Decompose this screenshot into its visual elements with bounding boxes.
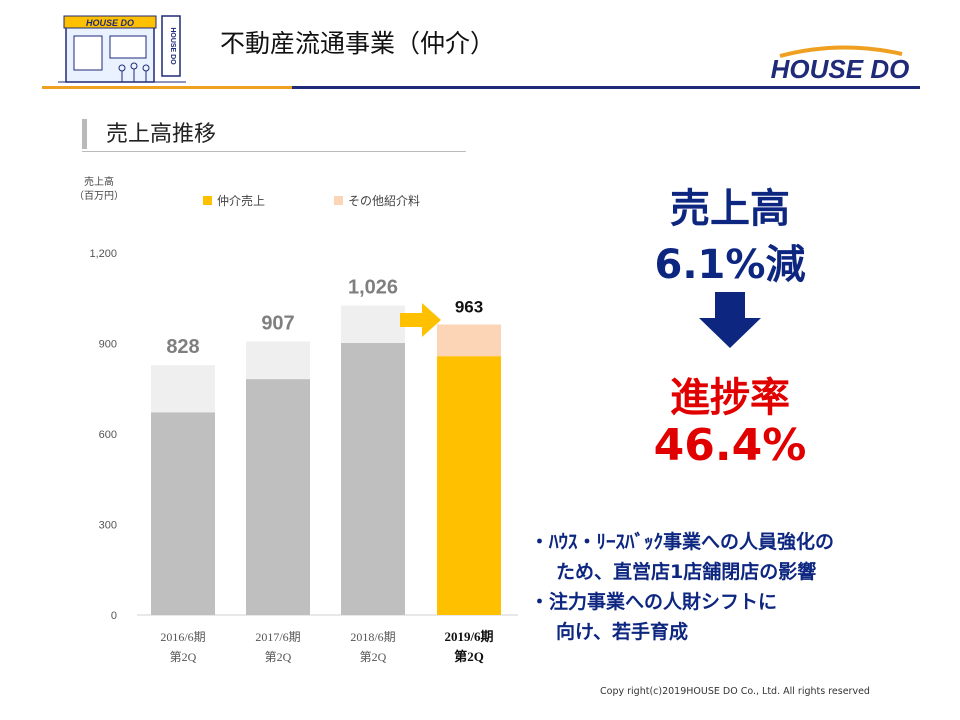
header-divider-orange [42, 86, 292, 89]
x-tick-label: 2019/6期 [444, 629, 493, 644]
copyright-footer: Copy right(c)2019HOUSE DO Co., Ltd. All … [600, 686, 870, 697]
total-label: 963 [455, 297, 483, 316]
svg-text:HOUSE DO: HOUSE DO [771, 54, 910, 84]
bar-other-fees [151, 365, 215, 413]
x-tick-label-sub: 第2Q [170, 650, 197, 664]
header-divider-navy [292, 86, 920, 89]
legend-label-other-fees: その他紹介料 [348, 194, 421, 208]
brand-logo: HOUSE DO [771, 45, 910, 84]
headline-progress-value: 46.4% [653, 420, 807, 471]
section-rule [82, 151, 466, 152]
bullet-2-line1: ・注力事業への人財シフトに [530, 591, 778, 613]
y-axis-unit: 売上高 （百万円） [74, 176, 124, 204]
y-tick-label: 1,200 [89, 248, 117, 260]
arrow-down-icon [699, 292, 761, 348]
bullet-1-line2: ため、直営店1店舗閉店の影響 [556, 561, 817, 583]
legend-swatch-other-fees [334, 196, 343, 205]
x-tick-label-sub: 第2Q [360, 650, 387, 664]
bar-other-fees [246, 341, 310, 380]
headline-decrease: 6.1%減 [654, 242, 806, 288]
y-axis-unit-line2: （百万円） [74, 191, 124, 202]
y-tick-label: 0 [111, 610, 117, 622]
y-tick-label: 600 [99, 429, 117, 441]
bullet-1-line1: ・ﾊｳｽ・ﾘｰｽﾊﾞｯｸ事業への人員強化の [530, 531, 835, 553]
legend-item-other-fees: その他紹介料 [334, 192, 420, 209]
bullet-2-line2: 向け、若手育成 [556, 621, 689, 643]
bullet-list: ・ﾊｳｽ・ﾘｰｽﾊﾞｯｸ事業への人員強化の ため、直営店1店舗閉店の影響 ・注力… [530, 527, 834, 647]
svg-text:HOUSE DO: HOUSE DO [169, 27, 176, 65]
page-title: 不動産流通事業（仲介） [220, 29, 496, 58]
bar-brokerage [341, 342, 405, 615]
headline-progress-label: 進捗率 [670, 375, 790, 421]
headline-sales: 売上高 [670, 186, 790, 232]
total-label: 1,026 [348, 276, 398, 298]
section-marker [82, 119, 87, 149]
sales-bar-chart: 03006009001,2008282016/6期第2Q9072017/6期第2… [89, 248, 518, 664]
y-tick-label: 900 [99, 339, 117, 351]
legend-item-brokerage: 仲介売上 [203, 192, 265, 209]
svg-text:HOUSE DO: HOUSE DO [86, 18, 134, 28]
total-label: 828 [166, 336, 199, 358]
legend-swatch-brokerage [203, 196, 212, 205]
legend-label-brokerage: 仲介売上 [217, 194, 266, 208]
bar-brokerage [437, 356, 501, 615]
highlight-arrow-icon [400, 303, 441, 337]
x-tick-label-sub: 第2Q [265, 650, 292, 664]
x-tick-label: 2016/6期 [160, 630, 205, 644]
y-axis-unit-line1: 売上高 [84, 177, 114, 188]
x-tick-label-sub: 第2Q [454, 649, 484, 664]
bar-brokerage [151, 412, 215, 615]
y-tick-label: 300 [99, 520, 117, 532]
bar-brokerage [246, 379, 310, 615]
total-label: 907 [261, 312, 294, 334]
bar-other-fees [437, 324, 501, 357]
x-tick-label: 2017/6期 [255, 630, 300, 644]
store-illustration: HOUSE DO HOUSE DO [58, 15, 186, 83]
section-title: 売上高推移 [106, 122, 217, 147]
bar-other-fees [341, 305, 405, 343]
x-tick-label: 2018/6期 [350, 630, 395, 644]
